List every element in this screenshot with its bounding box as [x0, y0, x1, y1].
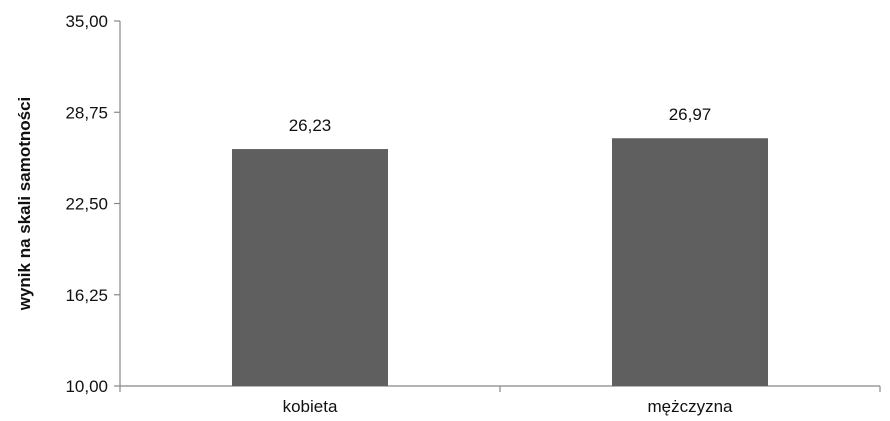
y-tick-label: 28,75	[65, 103, 108, 122]
data-label: 26,23	[289, 116, 332, 135]
y-axis-title: wynik na skali samotności	[15, 97, 34, 312]
y-tick-label: 10,00	[65, 377, 108, 396]
y-tick-label: 35,00	[65, 12, 108, 31]
y-tick-label: 16,25	[65, 286, 108, 305]
bar-0	[232, 149, 388, 386]
x-tick-label: kobieta	[283, 397, 338, 416]
data-label: 26,97	[669, 105, 712, 124]
x-tick-label: mężczyzna	[647, 397, 733, 416]
labels: 10,00 16,25 22,50 28,75 35,00 26,23 kobieta 26,…	[15, 12, 733, 416]
y-tick-label: 22,50	[65, 195, 108, 214]
bars	[232, 138, 768, 386]
bar-1	[612, 138, 768, 386]
